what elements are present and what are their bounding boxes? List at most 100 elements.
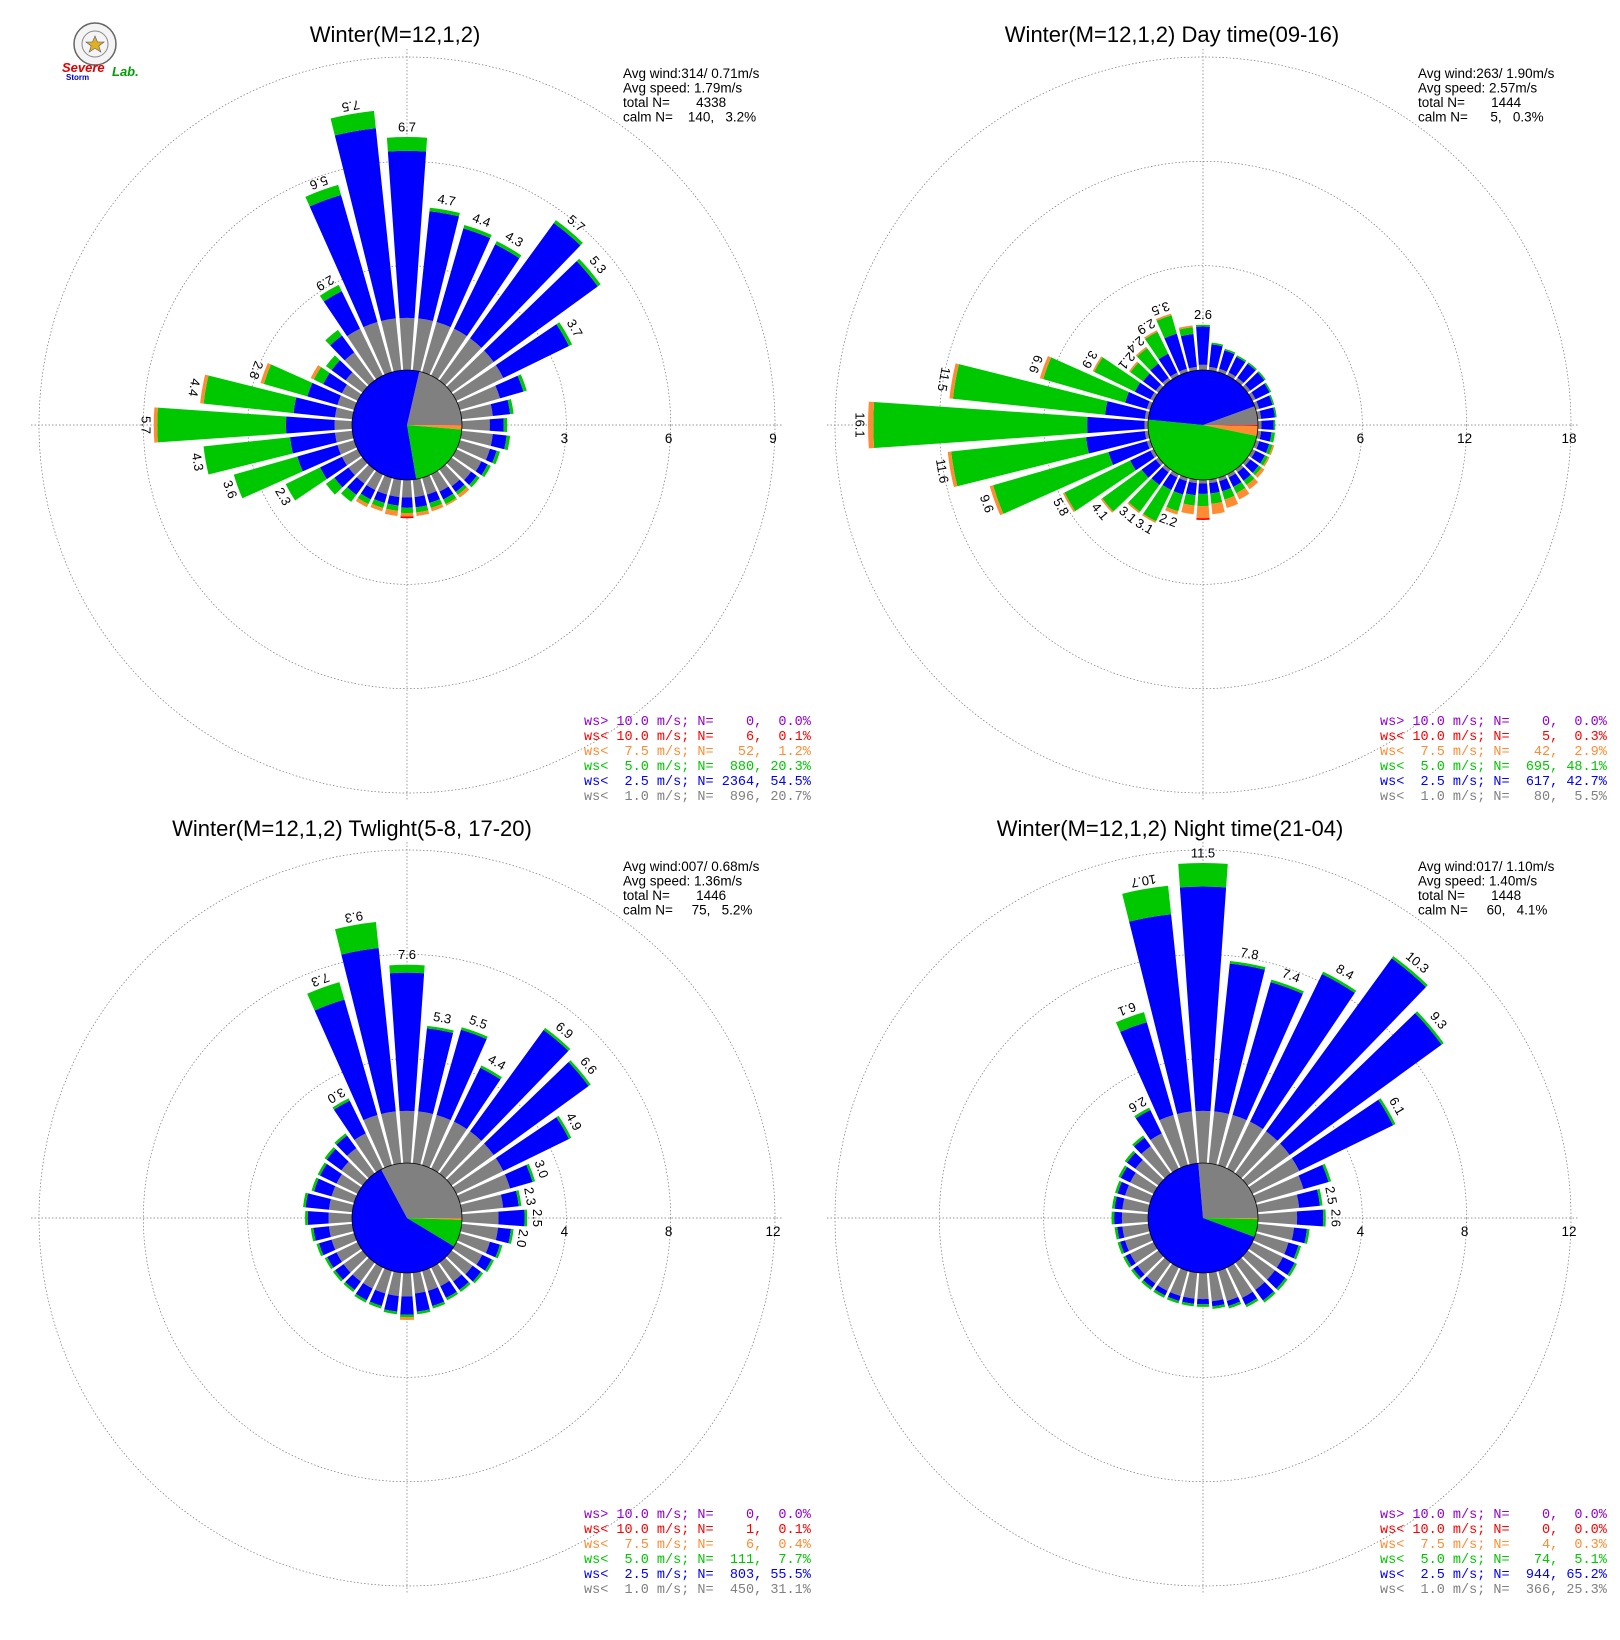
center-pie-slice-lt2-5 (352, 370, 420, 480)
bar-segment-lt5 (1221, 487, 1235, 500)
bar-segment-lt2-5 (485, 1241, 500, 1258)
bar-segment-lt1 (1208, 1111, 1229, 1165)
bar-segment-lt2-5 (323, 291, 361, 337)
bar-segment-lt5 (1317, 1188, 1323, 1206)
bar-segment-lt1 (341, 449, 362, 466)
bar-segment-lt2-5 (384, 1294, 399, 1312)
bar-segment-lt2-5 (1198, 483, 1208, 494)
bar-segment-lt1 (363, 1114, 392, 1168)
grid-ring (834, 849, 1572, 1587)
bar-segment-lt5 (485, 1259, 494, 1273)
center-pie-outline (351, 369, 463, 481)
bar-segment-lt5 (460, 1027, 488, 1040)
legend-entry: ws< 10.0 m/s; N= 5, 0.3% (1380, 730, 1608, 745)
bar-segment-lt1 (343, 1250, 368, 1273)
legend-entry: ws< 2.5 m/s; N= 944, 65.2% (1380, 1568, 1608, 1583)
bar-segment-lt2-5 (334, 128, 396, 322)
bar-segment-lt5 (324, 1147, 336, 1160)
bar-segment-lt5 (1269, 394, 1275, 406)
bar-segment-lt5 (330, 110, 376, 136)
bar-segment-lt1 (460, 430, 493, 446)
bar-segment-lt2-5 (387, 150, 427, 319)
bar-segment-lt1 (452, 365, 504, 401)
legend-entry: ws> 10.0 m/s; N= 0, 0.0% (1380, 715, 1608, 730)
bar-segment-lt1 (1183, 1271, 1198, 1299)
bar-segment-lt7-5 (400, 512, 414, 517)
tick-label: 4 (561, 1224, 569, 1239)
bar-segment-lt5 (1130, 362, 1150, 382)
bar-segment-lt2-5 (1196, 1298, 1210, 1305)
bar-segment-lt1 (1253, 1175, 1304, 1203)
bar-segment-lt7-5 (310, 365, 322, 380)
bar-segment-lt1 (439, 464, 460, 487)
bar-segment-lt5 (455, 484, 467, 495)
bar-segment-lt5 (1243, 474, 1255, 485)
bar-segment-lt5 (311, 1177, 319, 1192)
stat-total: total N= 4338 (623, 95, 726, 110)
bar-segment-lt1 (412, 318, 433, 372)
tick-label: 6 (1357, 431, 1365, 446)
bar-segment-lt2-5 (504, 1164, 533, 1189)
bar-value-label: 2.6 (1328, 1209, 1343, 1227)
bar-segment-lt2-5 (400, 1296, 414, 1315)
bar-segment-lt1 (461, 419, 490, 431)
bar-segment-lt1 (1121, 1212, 1149, 1224)
bar-segment-lt2-5 (355, 1283, 373, 1301)
bar-segment-lt1 (1157, 1263, 1179, 1291)
bar-segment-lt1 (328, 1199, 354, 1213)
bar-segment-lt1 (1242, 457, 1251, 466)
center-pie-outline (1147, 369, 1259, 481)
bar-segment-lt7-5 (947, 451, 958, 488)
grid-ring (38, 849, 776, 1587)
bar-segment-lt2-5 (1291, 1227, 1307, 1244)
bar-segment-lt7-5 (1224, 495, 1239, 508)
bar-segment-lt5 (1287, 1262, 1297, 1277)
bar-segment-lt1 (375, 1268, 392, 1294)
bar-segment-lt1 (1177, 1111, 1198, 1165)
bar-segment-lt2-5 (1108, 441, 1150, 466)
bar-segment-lt2-5 (323, 372, 347, 394)
bar-segment-lt5 (1210, 491, 1223, 504)
bar-segment-lt5 (233, 456, 303, 499)
bar-segment-lt2-5 (1134, 382, 1155, 400)
tick-label: 3 (561, 431, 569, 446)
bar-segment-lt5 (524, 1209, 528, 1227)
bar-segment-lt2-5 (1209, 481, 1220, 494)
bar-segment-lt2-5 (1256, 441, 1270, 454)
bar-segment-lt2-5 (347, 477, 365, 495)
bar-segment-lt2-5 (1126, 1152, 1143, 1169)
center-pie-slice-lt2-5 (351, 1169, 455, 1273)
bar-segment-lt1 (1235, 464, 1244, 473)
bar-segment-lt7-5 (1135, 346, 1148, 357)
bar-segment-lt1 (328, 1223, 354, 1237)
bar-segment-lt5 (1262, 1291, 1276, 1303)
bar-segment-lt7-5 (1155, 313, 1172, 321)
bar-value-label: 3.0 (532, 1158, 552, 1180)
bar-segment-lt1 (1195, 1110, 1211, 1164)
bar-segment-lt1 (1242, 1143, 1290, 1186)
bar-segment-lt5 (332, 1098, 350, 1110)
bar-value-label: 9.3 (344, 908, 364, 926)
bar-segment-lt1 (1242, 1250, 1275, 1280)
bar-segment-lt2-5 (484, 261, 598, 363)
bar-value-label: 2.8 (246, 359, 266, 381)
bar-segment-lt1 (331, 1233, 357, 1250)
bar-segment-lt2-5 (453, 1067, 501, 1130)
bar-segment-lt5 (1378, 1098, 1396, 1126)
bar-segment-lt5 (1322, 1163, 1332, 1182)
bar-segment-lt5 (1233, 482, 1246, 494)
bar-segment-lt2-5 (1259, 431, 1272, 442)
bar-segment-lt10 (1196, 518, 1210, 520)
bar-segment-lt1 (1235, 1131, 1278, 1179)
bar-segment-lt2-5 (464, 471, 477, 485)
bar-segment-lt2-5 (307, 382, 341, 406)
legend-entry: ws< 1.0 m/s; N= 366, 25.3% (1380, 1583, 1608, 1598)
center-pie-slice-lt10 (1203, 425, 1258, 427)
bar-segment-lt5 (543, 1027, 571, 1051)
bar-segment-lt5 (1196, 324, 1210, 327)
bar-segment-lt5 (310, 1227, 316, 1242)
bar-segment-lt2-5 (333, 1100, 366, 1140)
bar-segment-lt7-5 (989, 485, 1004, 516)
bar-segment-lt5 (1265, 443, 1273, 455)
bar-segment-lt2-5 (320, 1163, 342, 1184)
